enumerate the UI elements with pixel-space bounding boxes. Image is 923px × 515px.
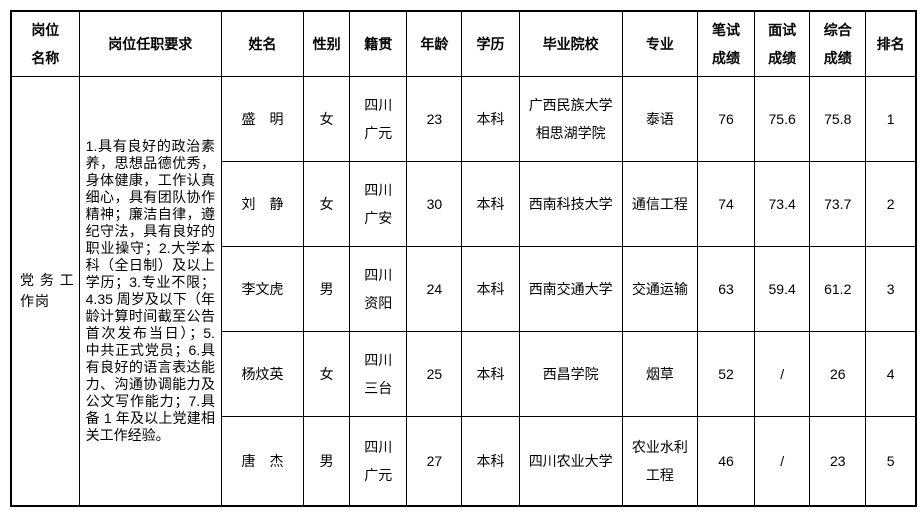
recruitment-results-table: 岗位 名称 岗位任职要求 姓名 性别 籍贯 年龄 学历 毕业院校 专业 笔试 成… <box>10 10 917 507</box>
cell-composite-score: 61.2 <box>809 245 867 332</box>
cell-name: 杨炆英 <box>220 330 305 417</box>
cell-age: 30 <box>406 160 463 247</box>
cell-rank: 4 <box>865 330 917 417</box>
cell-name: 李文虎 <box>220 245 305 332</box>
cell-gender: 女 <box>303 330 351 417</box>
cell-major: 农业水利 工程 <box>621 415 698 507</box>
cell-interview-score: 59.4 <box>754 245 811 332</box>
cell-gender: 女 <box>303 160 351 247</box>
cell-age: 24 <box>406 245 463 332</box>
cell-written-score: 74 <box>696 160 756 247</box>
cell-school: 西昌学院 <box>518 330 623 417</box>
header-interview-score: 面试 成绩 <box>754 10 811 77</box>
cell-written-score: 63 <box>696 245 756 332</box>
cell-hometown: 四川 三台 <box>349 330 408 417</box>
header-gender: 性别 <box>303 10 351 77</box>
table-row: 李文虎 男 四川 资阳 24 本科 西南交通大学 交通运输 63 59.4 61… <box>11 245 917 332</box>
cell-school: 西南交通大学 <box>518 245 623 332</box>
cell-rank: 2 <box>865 160 917 247</box>
cell-school: 四川农业大学 <box>518 415 623 507</box>
cell-school: 广西民族大学 相思湖学院 <box>518 75 623 162</box>
header-written-score: 笔试 成绩 <box>696 10 756 77</box>
cell-written-score: 52 <box>696 330 756 417</box>
cell-hometown: 四川 广元 <box>349 75 408 162</box>
cell-hometown: 四川 广元 <box>349 415 408 507</box>
cell-gender: 女 <box>303 75 351 162</box>
cell-school: 西南科技大学 <box>518 160 623 247</box>
header-post-name: 岗位 名称 <box>10 10 80 77</box>
header-major: 专业 <box>621 10 698 77</box>
header-name: 姓名 <box>220 10 305 77</box>
cell-interview-score: / <box>754 330 811 417</box>
header-hometown: 籍贯 <box>349 10 408 77</box>
cell-composite-score: 73.7 <box>809 160 867 247</box>
table-row: 唐 杰 男 四川 广元 27 本科 四川农业大学 农业水利 工程 46 / 23… <box>11 415 917 507</box>
table-row: 刘 静 女 四川 广安 30 本科 西南科技大学 通信工程 74 73.4 73… <box>11 160 917 247</box>
post-name-cell: 党 务 工 作岗 <box>10 75 80 507</box>
cell-name: 刘 静 <box>220 160 305 247</box>
cell-major: 泰语 <box>621 75 698 162</box>
header-requirements: 岗位任职要求 <box>78 10 222 77</box>
cell-written-score: 76 <box>696 75 756 162</box>
cell-age: 27 <box>406 415 463 507</box>
header-rank: 排名 <box>865 10 917 77</box>
cell-major: 烟草 <box>621 330 698 417</box>
cell-age: 23 <box>406 75 463 162</box>
table-row: 杨炆英 女 四川 三台 25 本科 西昌学院 烟草 52 / 26 4 <box>11 330 917 417</box>
cell-education: 本科 <box>461 415 520 507</box>
header-education: 学历 <box>461 10 520 77</box>
cell-education: 本科 <box>461 75 520 162</box>
header-school: 毕业院校 <box>518 10 623 77</box>
cell-interview-score: 75.6 <box>754 75 811 162</box>
cell-major: 交通运输 <box>621 245 698 332</box>
cell-hometown: 四川 资阳 <box>349 245 408 332</box>
requirements-cell: 1.具有良好的政治素养，思想品德优秀，身体健康，工作认真细心，具有团队协作精神；… <box>78 75 222 507</box>
cell-education: 本科 <box>461 160 520 247</box>
cell-composite-score: 23 <box>809 415 867 507</box>
cell-interview-score: / <box>754 415 811 507</box>
cell-name: 唐 杰 <box>220 415 305 507</box>
table-header-row: 岗位 名称 岗位任职要求 姓名 性别 籍贯 年龄 学历 毕业院校 专业 笔试 成… <box>10 10 917 77</box>
cell-major: 通信工程 <box>621 160 698 247</box>
cell-gender: 男 <box>303 415 351 507</box>
cell-age: 25 <box>406 330 463 417</box>
cell-rank: 1 <box>865 75 917 162</box>
cell-composite-score: 26 <box>809 330 867 417</box>
cell-name: 盛 明 <box>220 75 305 162</box>
header-composite-score: 综合 成绩 <box>809 10 867 77</box>
cell-education: 本科 <box>461 330 520 417</box>
cell-interview-score: 73.4 <box>754 160 811 247</box>
cell-gender: 男 <box>303 245 351 332</box>
cell-rank: 3 <box>865 245 917 332</box>
table-row: 党 务 工 作岗 1.具有良好的政治素养，思想品德优秀，身体健康，工作认真细心，… <box>10 75 917 507</box>
cell-composite-score: 75.8 <box>809 75 867 162</box>
cell-education: 本科 <box>461 245 520 332</box>
cell-written-score: 46 <box>696 415 756 507</box>
header-age: 年龄 <box>406 10 463 77</box>
cell-rank: 5 <box>865 415 917 507</box>
cell-hometown: 四川 广安 <box>349 160 408 247</box>
